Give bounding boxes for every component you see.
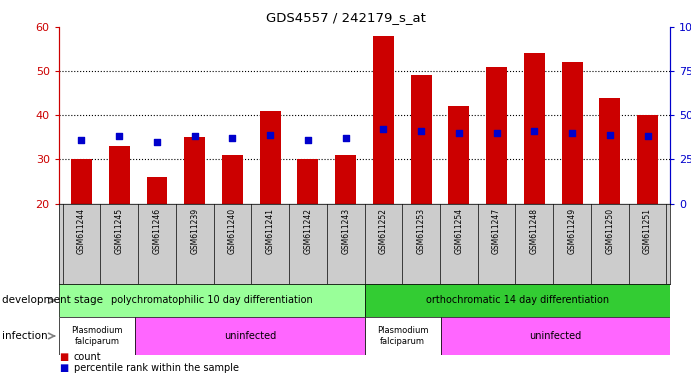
Bar: [146, 177, 167, 204]
Bar: [184, 137, 205, 204]
Text: development stage: development stage: [2, 295, 103, 306]
Point: [491, 130, 502, 136]
Point: [605, 132, 616, 138]
Text: GSM611248: GSM611248: [530, 208, 539, 253]
Bar: [448, 106, 469, 204]
Point: [76, 137, 87, 143]
Text: GSM611254: GSM611254: [455, 208, 464, 254]
Text: GSM611239: GSM611239: [190, 208, 199, 254]
Text: orthochromatic 14 day differentiation: orthochromatic 14 day differentiation: [426, 295, 609, 306]
Point: [189, 133, 200, 139]
Text: GSM611243: GSM611243: [341, 208, 350, 254]
Text: GSM611241: GSM611241: [265, 208, 274, 253]
Bar: [298, 159, 319, 204]
Bar: [600, 98, 621, 204]
Bar: [135, 317, 365, 355]
Point: [529, 128, 540, 134]
Bar: [59, 284, 365, 317]
Bar: [486, 67, 507, 204]
Text: GSM611244: GSM611244: [77, 208, 86, 254]
Bar: [59, 317, 135, 355]
Bar: [222, 155, 243, 204]
Bar: [365, 284, 670, 317]
Bar: [335, 155, 356, 204]
Point: [340, 135, 351, 141]
Point: [567, 130, 578, 136]
Text: ■: ■: [59, 363, 68, 373]
Bar: [441, 317, 670, 355]
Bar: [637, 115, 658, 204]
Text: GSM611242: GSM611242: [303, 208, 312, 253]
Bar: [71, 159, 92, 204]
Text: infection: infection: [2, 331, 48, 341]
Text: uninfected: uninfected: [529, 331, 582, 341]
Bar: [562, 62, 583, 204]
Text: GSM611251: GSM611251: [643, 208, 652, 253]
Text: GSM611250: GSM611250: [605, 208, 614, 254]
Point: [113, 133, 124, 139]
Text: GDS4557 / 242179_s_at: GDS4557 / 242179_s_at: [265, 12, 426, 25]
Point: [303, 137, 314, 143]
Point: [378, 126, 389, 132]
Text: GSM611246: GSM611246: [153, 208, 162, 254]
Text: GSM611245: GSM611245: [115, 208, 124, 254]
Text: Plasmodium
falciparum: Plasmodium falciparum: [71, 326, 123, 346]
Text: percentile rank within the sample: percentile rank within the sample: [74, 363, 239, 373]
Text: GSM611253: GSM611253: [417, 208, 426, 254]
Bar: [373, 36, 394, 204]
Text: GSM611240: GSM611240: [228, 208, 237, 254]
Text: count: count: [74, 352, 102, 362]
Point: [151, 139, 162, 145]
Point: [227, 135, 238, 141]
Text: ■: ■: [59, 352, 68, 362]
Point: [453, 130, 464, 136]
Point: [415, 128, 426, 134]
Text: polychromatophilic 10 day differentiation: polychromatophilic 10 day differentiatio…: [111, 295, 312, 306]
Bar: [365, 317, 441, 355]
Bar: [108, 146, 129, 204]
Point: [265, 132, 276, 138]
Text: uninfected: uninfected: [224, 331, 276, 341]
Bar: [524, 53, 545, 204]
Text: GSM611249: GSM611249: [567, 208, 576, 254]
Text: Plasmodium
falciparum: Plasmodium falciparum: [377, 326, 428, 346]
Bar: [410, 76, 431, 204]
Bar: [260, 111, 281, 204]
Point: [642, 133, 653, 139]
Text: GSM611247: GSM611247: [492, 208, 501, 254]
Text: GSM611252: GSM611252: [379, 208, 388, 253]
